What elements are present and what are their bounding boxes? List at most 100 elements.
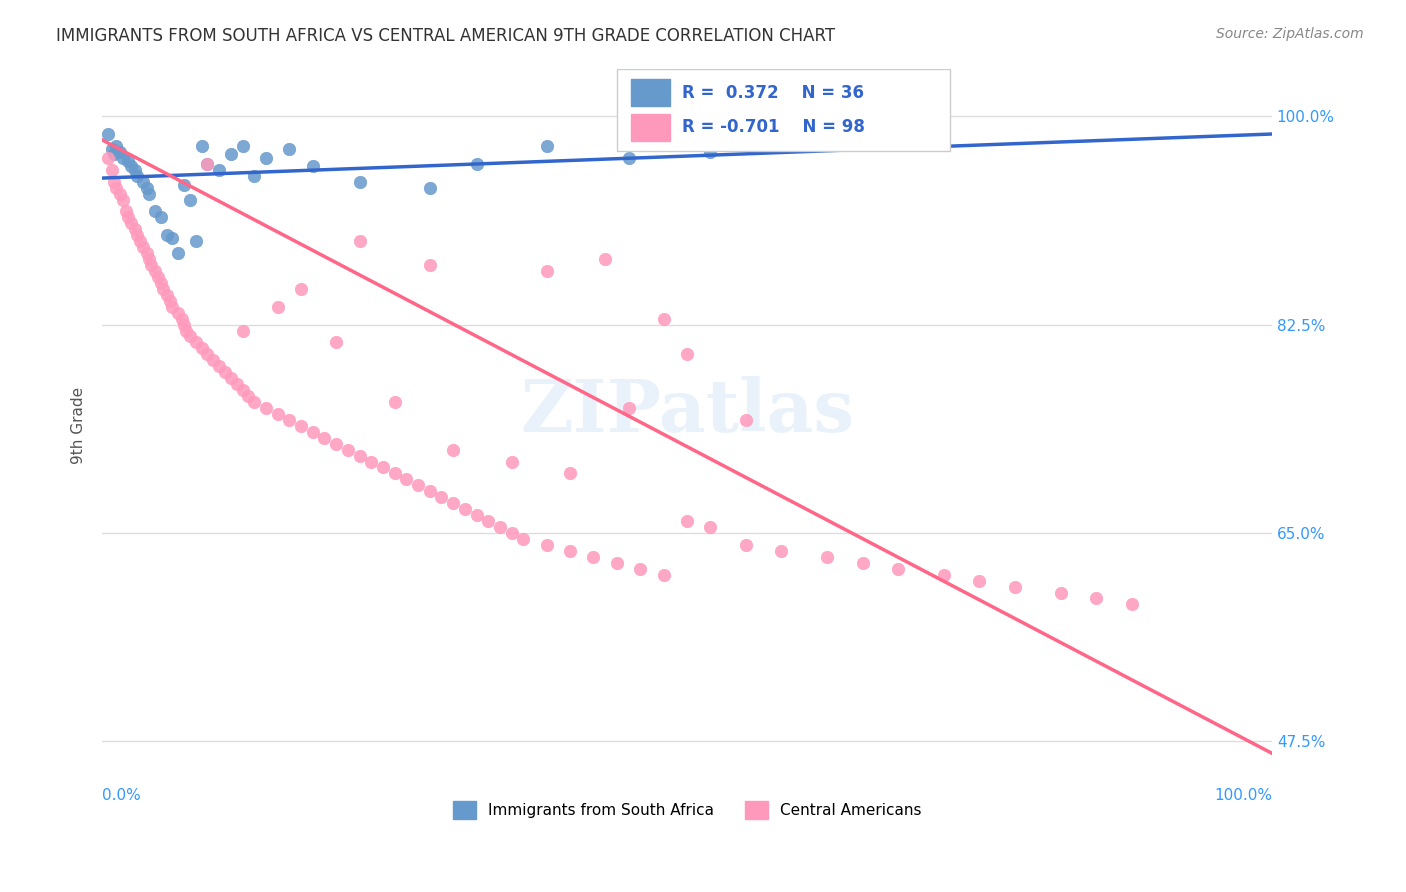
Point xyxy=(512,532,534,546)
Point xyxy=(155,287,177,301)
Point xyxy=(301,159,323,173)
Point xyxy=(219,371,242,385)
Point xyxy=(477,514,499,528)
Text: Source: ZipAtlas.com: Source: ZipAtlas.com xyxy=(1216,27,1364,41)
Point xyxy=(167,246,190,260)
Point xyxy=(135,246,157,260)
Point xyxy=(114,204,136,219)
Point xyxy=(112,193,135,207)
Legend: Immigrants from South Africa, Central Americans: Immigrants from South Africa, Central Am… xyxy=(447,795,928,825)
Point xyxy=(127,228,149,243)
Text: R = -0.701    N = 98: R = -0.701 N = 98 xyxy=(682,118,865,136)
Point xyxy=(238,389,260,403)
Point xyxy=(225,377,247,392)
FancyBboxPatch shape xyxy=(631,113,669,141)
Point xyxy=(254,401,277,415)
Point xyxy=(360,454,382,468)
Point xyxy=(969,574,991,588)
Point xyxy=(290,282,312,296)
Point xyxy=(197,157,219,171)
Point xyxy=(384,395,406,409)
Point xyxy=(558,544,581,558)
Point xyxy=(197,157,219,171)
Point xyxy=(1121,598,1143,612)
Point xyxy=(254,151,277,165)
FancyBboxPatch shape xyxy=(631,79,669,106)
Point xyxy=(617,401,640,415)
Point xyxy=(699,520,721,534)
Y-axis label: 9th Grade: 9th Grade xyxy=(72,387,86,465)
Point xyxy=(117,154,139,169)
Point xyxy=(124,162,146,177)
Point xyxy=(173,318,195,332)
Point xyxy=(149,276,172,290)
Point xyxy=(132,175,155,189)
Point xyxy=(138,252,160,266)
Point xyxy=(143,204,166,219)
Point xyxy=(593,252,616,266)
Point xyxy=(184,335,207,350)
Point xyxy=(100,143,122,157)
Text: R =  0.372    N = 36: R = 0.372 N = 36 xyxy=(682,84,865,102)
Point xyxy=(419,258,441,272)
Point xyxy=(266,407,288,421)
Point xyxy=(652,567,675,582)
Point xyxy=(699,145,721,159)
Point xyxy=(815,549,838,564)
Point xyxy=(886,562,908,576)
Point xyxy=(124,222,146,236)
Point xyxy=(103,147,125,161)
Point xyxy=(395,472,418,486)
Point xyxy=(384,467,406,481)
Point xyxy=(336,442,359,457)
Point xyxy=(179,193,201,207)
Point xyxy=(465,508,488,522)
Point xyxy=(208,359,231,374)
Point xyxy=(1004,580,1026,594)
Point xyxy=(851,556,873,570)
Point xyxy=(606,556,628,570)
Point xyxy=(141,258,163,272)
Point xyxy=(536,538,558,552)
Point xyxy=(734,413,756,427)
Point xyxy=(128,234,150,248)
Point xyxy=(676,347,699,361)
Point xyxy=(219,147,242,161)
Point xyxy=(769,544,792,558)
Point xyxy=(208,162,231,177)
Point xyxy=(582,549,605,564)
Point xyxy=(406,478,429,492)
Point xyxy=(278,143,301,157)
Point xyxy=(652,311,675,326)
Text: 0.0%: 0.0% xyxy=(103,788,141,803)
Point xyxy=(266,300,288,314)
Point xyxy=(108,145,131,159)
Point xyxy=(162,230,184,244)
Point xyxy=(301,425,323,439)
Point xyxy=(734,538,756,552)
Point xyxy=(441,442,464,457)
Point xyxy=(97,151,120,165)
Text: 100.0%: 100.0% xyxy=(1213,788,1272,803)
FancyBboxPatch shape xyxy=(617,69,950,151)
Point xyxy=(105,180,128,194)
Point xyxy=(325,335,347,350)
Point xyxy=(617,151,640,165)
Point xyxy=(170,311,193,326)
Text: IMMIGRANTS FROM SOUTH AFRICA VS CENTRAL AMERICAN 9TH GRADE CORRELATION CHART: IMMIGRANTS FROM SOUTH AFRICA VS CENTRAL … xyxy=(56,27,835,45)
Point xyxy=(232,324,254,338)
Point xyxy=(100,162,122,177)
Point xyxy=(184,234,207,248)
Point xyxy=(1085,591,1108,606)
Point xyxy=(108,186,131,201)
Point xyxy=(232,139,254,153)
Point xyxy=(103,175,125,189)
Point xyxy=(676,514,699,528)
Point xyxy=(349,234,371,248)
Text: ZIPatlas: ZIPatlas xyxy=(520,376,853,447)
Point xyxy=(135,180,157,194)
Point xyxy=(371,460,394,475)
Point xyxy=(419,180,441,194)
Point xyxy=(190,342,212,356)
Point xyxy=(167,306,190,320)
